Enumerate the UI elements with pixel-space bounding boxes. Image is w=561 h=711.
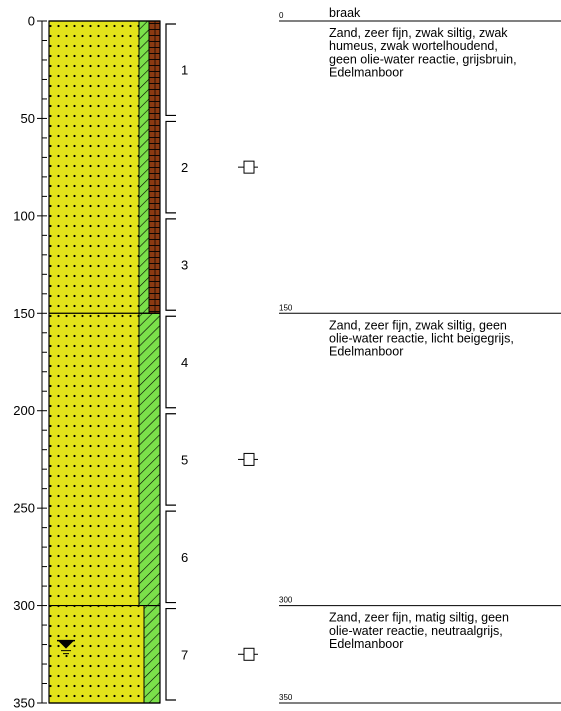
sand-layer [49,21,139,314]
sample-bracket [165,413,176,506]
sample-marker-icon [238,160,258,174]
marker-box [243,160,255,174]
surface-description: braak [329,6,361,20]
lithology-column [48,20,161,704]
water-level-triangle [58,640,74,649]
sample-label: 5 [181,452,188,467]
sample-label: 6 [181,550,188,565]
boundary-depth-label: 150 [279,303,293,312]
layer-description-line: geen olie-water reactie, grijsbruin, [329,52,517,66]
sand-layer [49,605,139,703]
sample-label: 2 [181,160,188,175]
depth-tick-label: 200 [13,403,35,418]
sample-bracket [165,315,176,409]
sample-label: 3 [181,258,188,273]
sample-label: 1 [181,63,188,78]
sample-brackets: 1 2 3 4 5 6 7 [165,23,188,701]
sample-marker-icon [238,647,258,661]
layer-description-line: olie-water reactie, neutraalgrijs, [329,624,503,638]
sample-marker-icon [238,452,258,466]
depth-axis: 0 50 100 150 200 250 300 350 [13,14,47,711]
layer-description-line: Edelmanboor [329,66,403,80]
sample-bracket [165,120,176,214]
depth-tick-label: 50 [21,111,35,126]
sample-bracket [165,607,176,701]
sample-markers [238,160,258,661]
layer-description-line: Zand, zeer fijn, matig siltig, geen [329,611,509,625]
silt-stripe [138,312,161,607]
depth-tick-label: 100 [13,208,35,223]
sample-bracket [165,23,176,117]
humus-column [148,20,161,314]
sample-label: 7 [181,647,188,662]
sample-bracket [165,218,176,311]
depth-tick-label: 350 [13,696,35,711]
sand-layer-fill [139,605,144,703]
depth-tick-label: 150 [13,306,35,321]
layer-description-line: Edelmanboor [329,637,403,651]
layer-description-line: Edelmanboor [329,345,403,359]
marker-box [243,452,255,466]
boundary-depth-label: 300 [279,596,293,605]
water-level-icon [57,639,75,655]
layer-description-line: olie-water reactie, licht beigegrijs, [329,331,514,345]
depth-tick-label: 300 [13,598,35,613]
sand-layer [49,313,139,606]
layer-description-line: Zand, zeer fijn, zwak siltig, zwak [329,26,508,40]
sample-label: 4 [181,355,188,370]
layer-description-line: humeus, zwak wortelhoudend, [329,39,498,53]
marker-box [243,647,255,661]
sample-bracket [165,510,176,604]
depth-tick-label: 0 [28,14,35,29]
layer-description-line: Zand, zeer fijn, zwak siltig, geen [329,318,507,332]
silt-stripe [138,20,150,314]
boundary-depth-label: 350 [279,693,293,702]
depth-tick-label: 250 [13,501,35,516]
layer-descriptions: 0 braak Zand, zeer fijn, zwak siltig, zwak… [279,6,561,704]
boundary-depth-label: 0 [279,11,284,20]
column-outline [48,20,161,704]
silt-stripe [143,605,161,704]
